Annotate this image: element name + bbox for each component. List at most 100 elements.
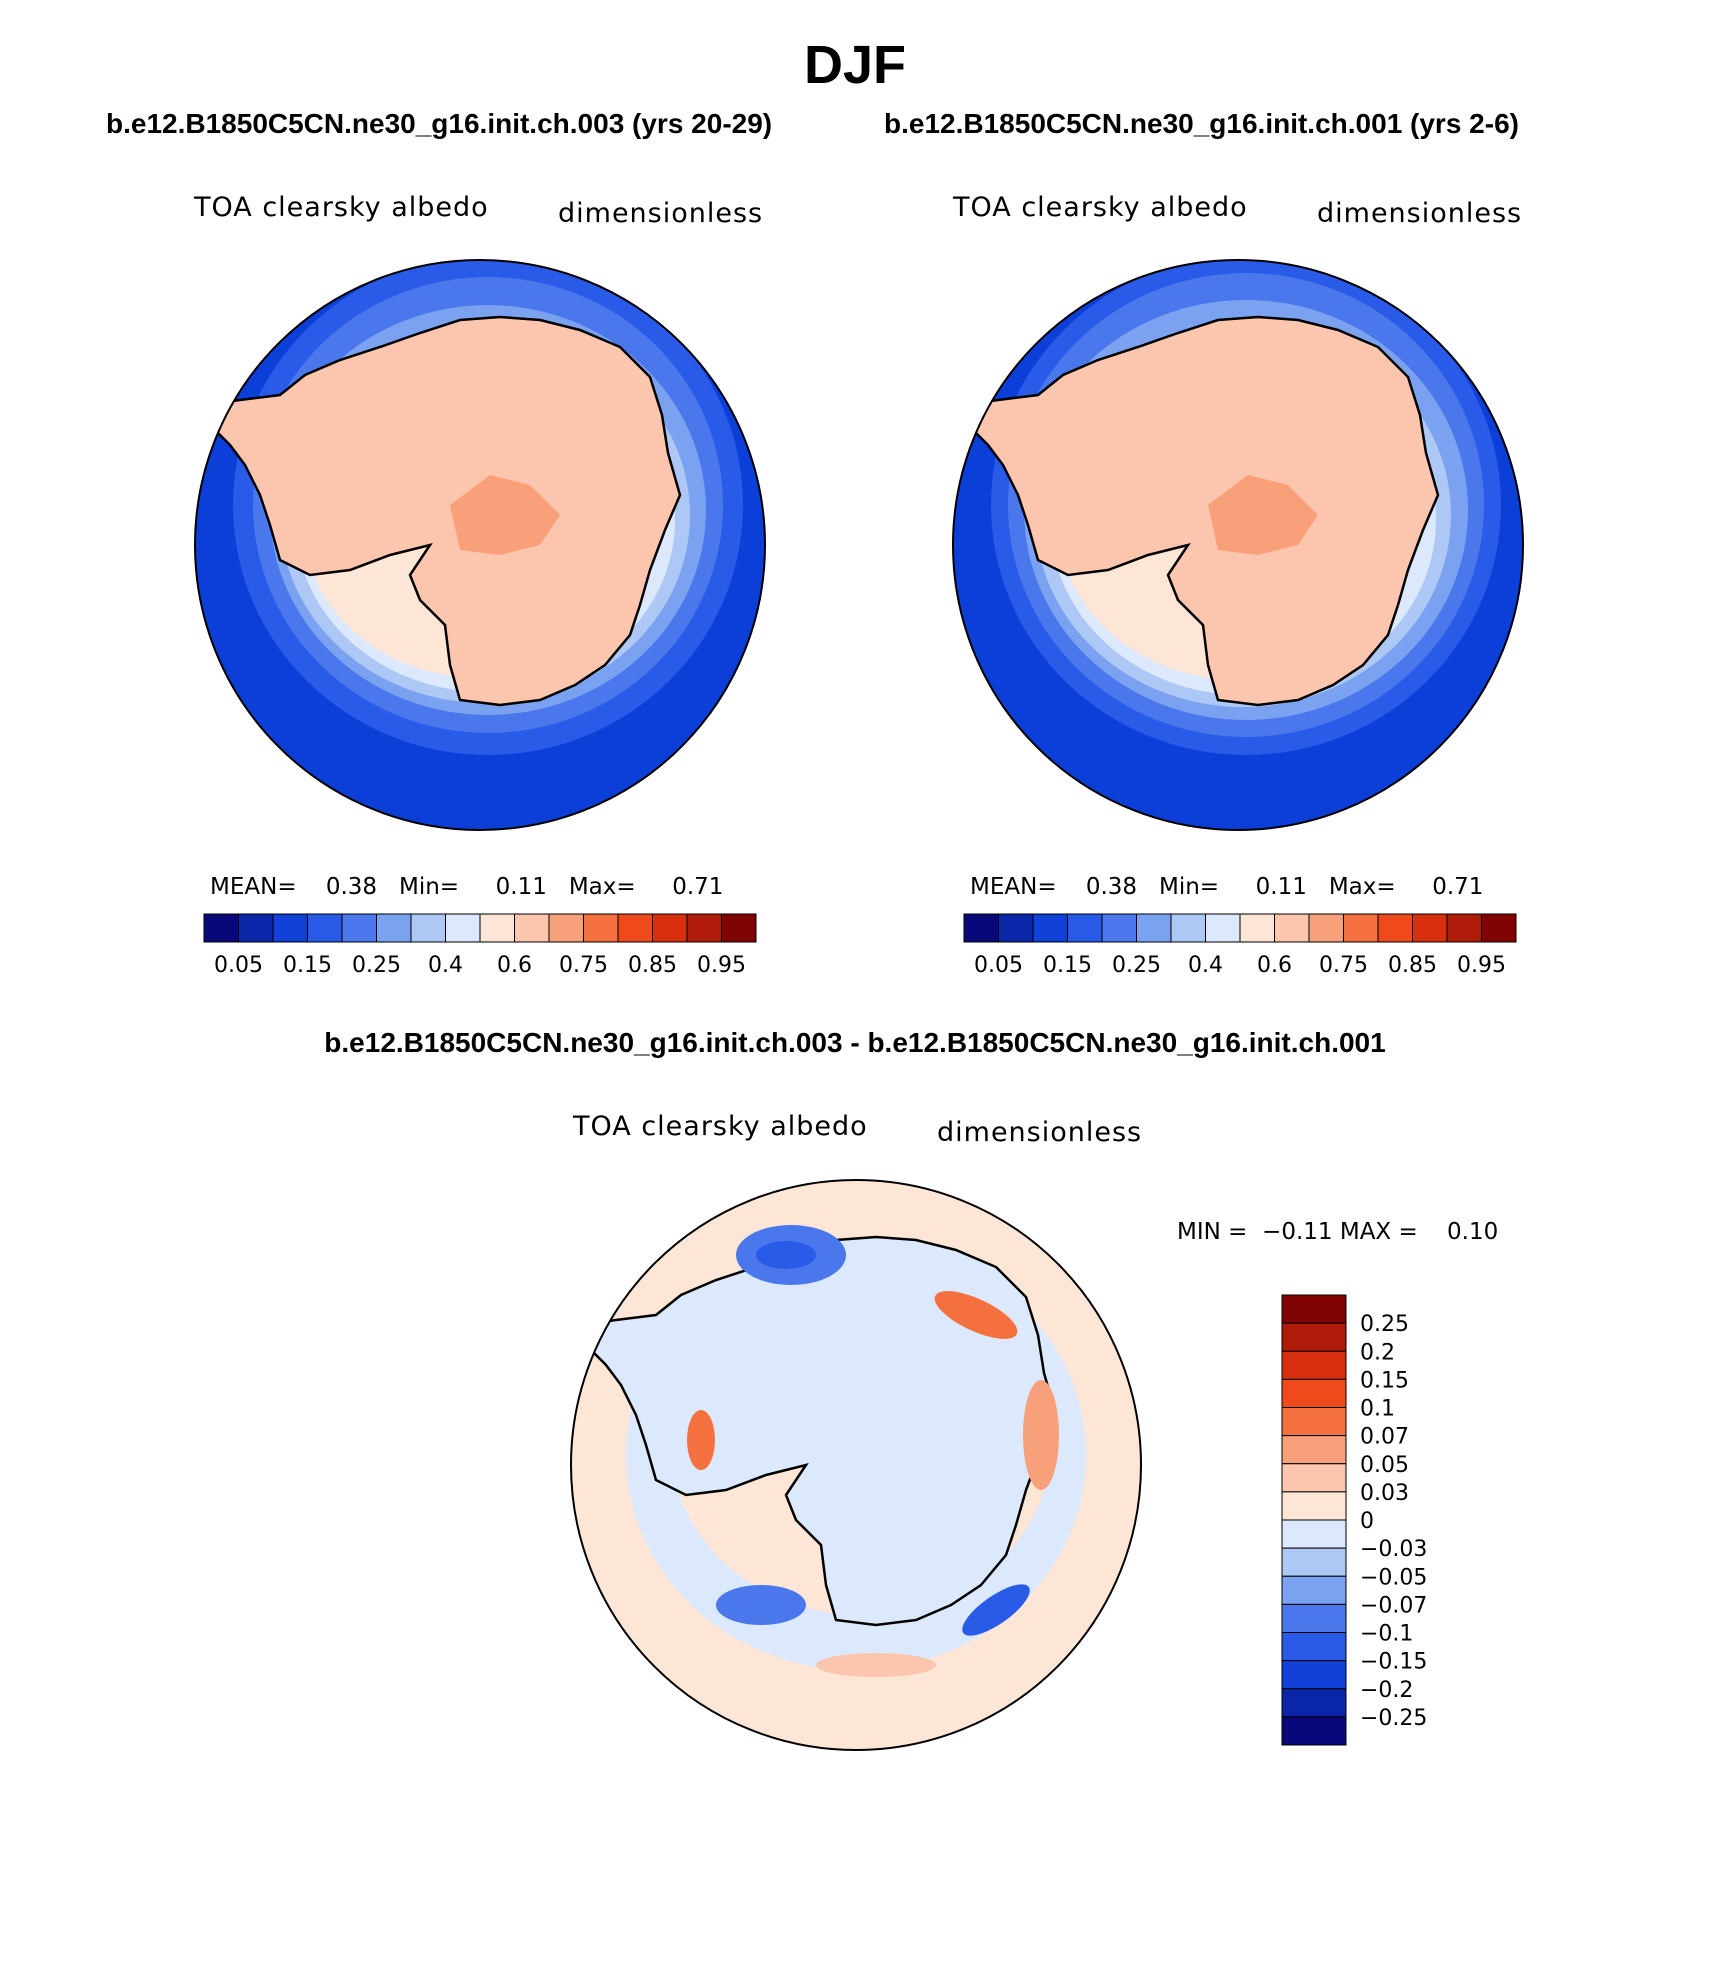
left-colorbar-tick-label: 0.75 bbox=[559, 953, 608, 978]
left-colorbar-swatch bbox=[514, 913, 550, 943]
right-max-value: 0.71 bbox=[1432, 874, 1484, 900]
right-min-label: Min= bbox=[1159, 874, 1220, 900]
diff-variable-label: TOA clearsky albedo bbox=[573, 1111, 868, 1142]
right-antarctic-map bbox=[953, 260, 1523, 830]
right-colorbar-tick-label: 0.25 bbox=[1112, 953, 1161, 978]
diff-colorbar-tick-label: 0.1 bbox=[1360, 1397, 1395, 1422]
right-mean-value: 0.38 bbox=[1085, 874, 1138, 900]
diff-colorbar-tick-label: 0.05 bbox=[1360, 1453, 1409, 1478]
diff-colorbar-swatch bbox=[1281, 1463, 1347, 1493]
diff-colorbar-swatch bbox=[1281, 1294, 1347, 1324]
diff-colorbar-swatch bbox=[1281, 1322, 1347, 1352]
diff-negative-anomaly-se bbox=[962, 1584, 1030, 1636]
left-colorbar-swatch bbox=[307, 913, 343, 943]
diff-negative-anomaly-south bbox=[716, 1585, 806, 1625]
diff-colorbar-tick-label: 0.03 bbox=[1360, 1481, 1409, 1506]
diff-negative-core-north bbox=[756, 1241, 816, 1269]
right-max-label: Max= bbox=[1328, 874, 1396, 900]
right-colorbar-swatch bbox=[1032, 913, 1068, 943]
diff-colorbar-tick-label: 0 bbox=[1360, 1509, 1374, 1534]
left-antarctic-map bbox=[195, 260, 765, 830]
left-map-border bbox=[194, 259, 766, 831]
right-colorbar-swatch bbox=[1412, 913, 1448, 943]
diff-max-label: MAX = bbox=[1339, 1219, 1418, 1245]
left-colorbar-tick-label: 0.05 bbox=[214, 953, 263, 978]
diff-min-value: −0.11 bbox=[1262, 1219, 1333, 1245]
diff-colorbar-swatch bbox=[1281, 1716, 1347, 1746]
left-colorbar-swatch bbox=[583, 913, 619, 943]
diff-antarctic-map bbox=[571, 1180, 1141, 1750]
right-colorbar-swatch bbox=[1308, 913, 1344, 943]
right-mean-label: MEAN= bbox=[970, 874, 1057, 900]
diff-colorbar-swatch bbox=[1281, 1407, 1347, 1437]
diff-colorbar-tick-label: −0.1 bbox=[1360, 1622, 1413, 1647]
left-plateau bbox=[450, 475, 560, 555]
left-colorbar-swatch bbox=[410, 913, 446, 943]
diff-colorbar-swatch bbox=[1281, 1603, 1347, 1633]
left-colorbar: 0.05 0.15 0.25 0.4 0.6 0.75 0.85 0.95 bbox=[203, 913, 757, 978]
right-min-value: 0.11 bbox=[1255, 874, 1307, 900]
left-stats: MEAN= 0.38 Min= 0.11 Max= 0.71 bbox=[210, 874, 723, 900]
diff-colorbar-swatch bbox=[1281, 1547, 1347, 1577]
diff-colorbar-swatch bbox=[1281, 1519, 1347, 1549]
left-colorbar-swatch bbox=[548, 913, 584, 943]
left-variable-label: TOA clearsky albedo bbox=[194, 192, 489, 223]
right-colorbar-swatch bbox=[1067, 913, 1103, 943]
right-colorbar-swatch bbox=[1101, 913, 1137, 943]
left-colorbar-swatch bbox=[479, 913, 515, 943]
left-units-label: dimensionless bbox=[558, 198, 764, 229]
diff-colorbar-tick-label: 0.25 bbox=[1360, 1312, 1409, 1337]
left-max-value: 0.71 bbox=[672, 874, 724, 900]
diff-positive-band-south bbox=[816, 1653, 936, 1677]
left-min-label: Min= bbox=[399, 874, 460, 900]
diff-colorbar-tick-label: −0.15 bbox=[1360, 1650, 1427, 1675]
right-colorbar-tick-label: 0.15 bbox=[1043, 953, 1092, 978]
right-colorbar-swatch bbox=[1170, 913, 1206, 943]
diff-colorbar-tick-label: −0.25 bbox=[1360, 1706, 1427, 1731]
right-plateau bbox=[1208, 475, 1318, 555]
right-case-title: b.e12.B1850C5CN.ne30_g16.init.ch.001 (yr… bbox=[884, 108, 1519, 139]
right-stats: MEAN= 0.38 Min= 0.11 Max= 0.71 bbox=[970, 874, 1483, 900]
diff-colorbar-tick-label: 0.15 bbox=[1360, 1368, 1409, 1393]
diff-colorbar-tick-label: −0.07 bbox=[1360, 1593, 1427, 1618]
left-colorbar-tick-label: 0.15 bbox=[283, 953, 332, 978]
left-colorbar-swatch bbox=[341, 913, 377, 943]
left-colorbar-tick-label: 0.95 bbox=[697, 953, 746, 978]
left-colorbar-swatch bbox=[686, 913, 722, 943]
right-colorbar-swatch bbox=[1239, 913, 1275, 943]
right-colorbar-swatch bbox=[998, 913, 1034, 943]
left-colorbar-tick-label: 0.85 bbox=[628, 953, 677, 978]
right-colorbar-swatch bbox=[1481, 913, 1517, 943]
diff-colorbar-tick-label: −0.2 bbox=[1360, 1678, 1413, 1703]
right-colorbar-swatch bbox=[1136, 913, 1172, 943]
left-max-label: Max= bbox=[568, 874, 636, 900]
left-colorbar-tick-label: 0.6 bbox=[497, 953, 532, 978]
right-colorbar-tick-label: 0.85 bbox=[1388, 953, 1437, 978]
left-colorbar-swatch bbox=[376, 913, 412, 943]
diff-colorbar-tick-label: 0.07 bbox=[1360, 1425, 1409, 1450]
right-colorbar-swatch bbox=[1274, 913, 1310, 943]
diff-stats: MIN = −0.11 MAX = 0.10 bbox=[1177, 1219, 1498, 1245]
left-colorbar-swatch bbox=[272, 913, 308, 943]
diff-positive-anomaly-east bbox=[1023, 1380, 1059, 1490]
diff-positive-anomaly-west bbox=[687, 1410, 715, 1470]
right-colorbar-swatch bbox=[1446, 913, 1482, 943]
diff-units-label: dimensionless bbox=[937, 1117, 1143, 1148]
diff-min-label: MIN = bbox=[1177, 1219, 1248, 1245]
diff-colorbar-swatch bbox=[1281, 1660, 1347, 1690]
right-colorbar-tick-label: 0.05 bbox=[974, 953, 1023, 978]
diff-colorbar: 0.25 0.2 0.15 0.1 0.07 0.05 0.03 0 −0.03 −0.05 −0.… bbox=[1281, 1294, 1427, 1746]
left-mean-value: 0.38 bbox=[325, 874, 378, 900]
left-colorbar-tick-label: 0.25 bbox=[352, 953, 401, 978]
right-colorbar-swatch bbox=[1377, 913, 1413, 943]
diff-map-border bbox=[570, 1179, 1142, 1751]
left-colorbar-tick-label: 0.4 bbox=[428, 953, 463, 978]
diff-colorbar-tick-label: 0.2 bbox=[1360, 1340, 1395, 1365]
right-colorbar-swatch bbox=[963, 913, 999, 943]
difference-title: b.e12.B1850C5CN.ne30_g16.init.ch.003 - b… bbox=[324, 1027, 1386, 1058]
right-colorbar-swatch bbox=[1205, 913, 1241, 943]
diff-colorbar-swatch bbox=[1281, 1632, 1347, 1662]
left-colorbar-swatch bbox=[238, 913, 274, 943]
diff-positive-anomaly-ne bbox=[934, 1291, 1018, 1339]
